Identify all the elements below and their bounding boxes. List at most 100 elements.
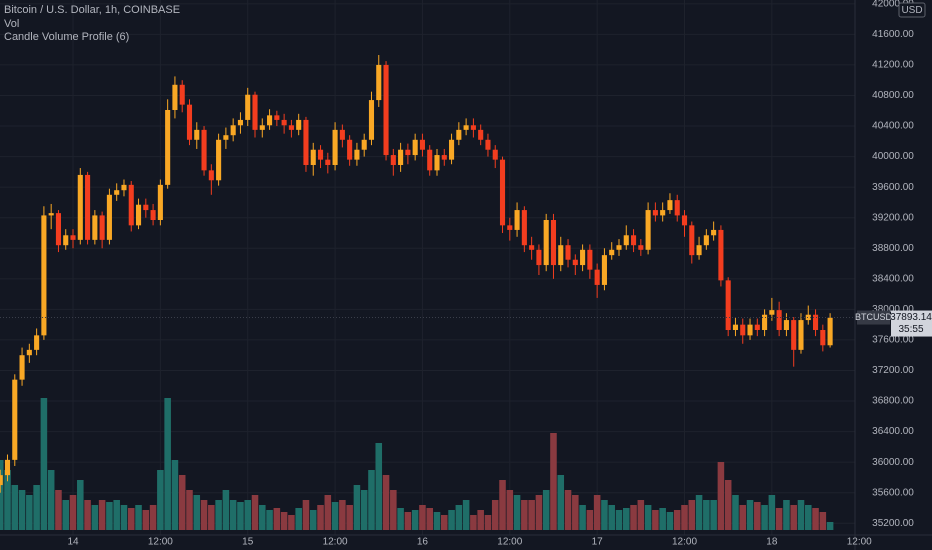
volume-bar <box>499 480 506 530</box>
volume-bar <box>506 490 514 530</box>
candle-body <box>514 210 520 230</box>
candle-body <box>681 215 688 226</box>
volume-bar <box>40 398 48 530</box>
candle-body <box>783 320 789 330</box>
candle-body <box>317 149 324 160</box>
y-tick-label: 37600.00 <box>872 335 914 346</box>
candle-body <box>732 324 739 330</box>
volume-bar <box>557 475 565 530</box>
candle-body <box>558 245 564 266</box>
y-tick-label: 42000.00 <box>872 0 914 9</box>
volume-bar <box>455 505 463 530</box>
volume-bar <box>637 500 645 530</box>
volume-bar <box>586 510 594 530</box>
candle-body <box>725 280 731 330</box>
volume-bar <box>302 500 310 530</box>
volume-bar <box>732 495 739 530</box>
volume-bar <box>91 505 99 530</box>
x-tick-label: 12:00 <box>847 537 872 548</box>
candle-body <box>267 115 273 126</box>
candle-body <box>667 200 673 211</box>
candle-body <box>245 94 251 120</box>
candle-body <box>696 245 702 256</box>
volume-bar <box>62 500 70 530</box>
y-tick-label: 41600.00 <box>872 29 914 40</box>
candle-body <box>194 129 200 140</box>
candle-body <box>26 349 32 356</box>
volume-bar <box>208 505 215 530</box>
volume-bar <box>84 500 91 530</box>
candle-body <box>478 129 484 140</box>
candle-body <box>325 159 331 165</box>
currency-label[interactable]: USD <box>901 5 922 16</box>
volume-bar <box>266 510 273 530</box>
volume-bar <box>171 460 179 530</box>
y-tick-label: 39200.00 <box>872 212 914 223</box>
volume-bar <box>564 490 572 530</box>
candle-body <box>631 235 637 246</box>
volume-bar <box>710 500 717 530</box>
volume-bar <box>790 505 797 530</box>
volume-bar <box>244 500 252 530</box>
volume-bar <box>280 512 288 530</box>
candle-body <box>230 125 236 136</box>
volume-bar <box>462 500 470 530</box>
volume-bar <box>193 495 201 530</box>
volume-bar <box>652 510 659 530</box>
candle-body <box>354 149 360 160</box>
volume-bar <box>724 480 732 530</box>
volume-bar <box>673 510 681 530</box>
volume-bar <box>826 522 834 530</box>
volume-bar <box>819 512 827 530</box>
candle-body <box>70 235 76 240</box>
candle-body <box>419 139 425 150</box>
candle-body <box>92 215 98 240</box>
volume-bar <box>615 510 623 530</box>
candle-body <box>449 139 455 160</box>
x-tick-label: 17 <box>592 537 604 548</box>
candle-body <box>412 139 418 156</box>
volume-bar <box>783 500 790 530</box>
volume-bar <box>18 490 26 530</box>
candle-body <box>645 210 651 250</box>
candle-body <box>157 184 163 220</box>
candle-body <box>19 355 25 380</box>
volume-bar <box>739 505 747 530</box>
candle-body <box>288 125 294 130</box>
volume-bar <box>688 500 696 530</box>
candle-body <box>820 330 826 346</box>
candle-body <box>776 310 782 330</box>
candle-body <box>616 245 622 250</box>
volume-bar <box>404 512 412 530</box>
volume-bar <box>593 495 601 530</box>
candle-body <box>754 324 760 330</box>
candle-body <box>55 213 62 246</box>
candle-body <box>361 139 367 150</box>
candle-body <box>529 245 535 250</box>
candle-body <box>259 125 265 130</box>
last-price-label: 37893.14 <box>890 312 932 323</box>
volume-bar <box>695 495 703 530</box>
volume-bar <box>754 502 761 530</box>
candle-body <box>48 213 54 216</box>
candle-body <box>41 215 47 336</box>
volume-bar <box>237 502 244 530</box>
y-tick-label: 36400.00 <box>872 426 914 437</box>
candle-body <box>434 155 440 171</box>
candle-body <box>703 235 709 246</box>
y-tick-label: 41200.00 <box>872 60 914 71</box>
chart-title: Bitcoin / U.S. Dollar, 1h, COINBASE <box>4 4 180 16</box>
volume-bar <box>142 510 150 530</box>
candle-body <box>798 320 804 350</box>
candle-body <box>718 229 724 281</box>
y-tick-label: 40000.00 <box>872 151 914 162</box>
volume-bar <box>127 508 135 530</box>
volume-bar <box>775 508 783 530</box>
volume-bar <box>717 462 725 530</box>
volume-bar <box>579 505 586 530</box>
y-tick-label: 39600.00 <box>872 182 914 193</box>
volume-bar <box>26 495 33 530</box>
currency-box[interactable] <box>898 2 926 18</box>
